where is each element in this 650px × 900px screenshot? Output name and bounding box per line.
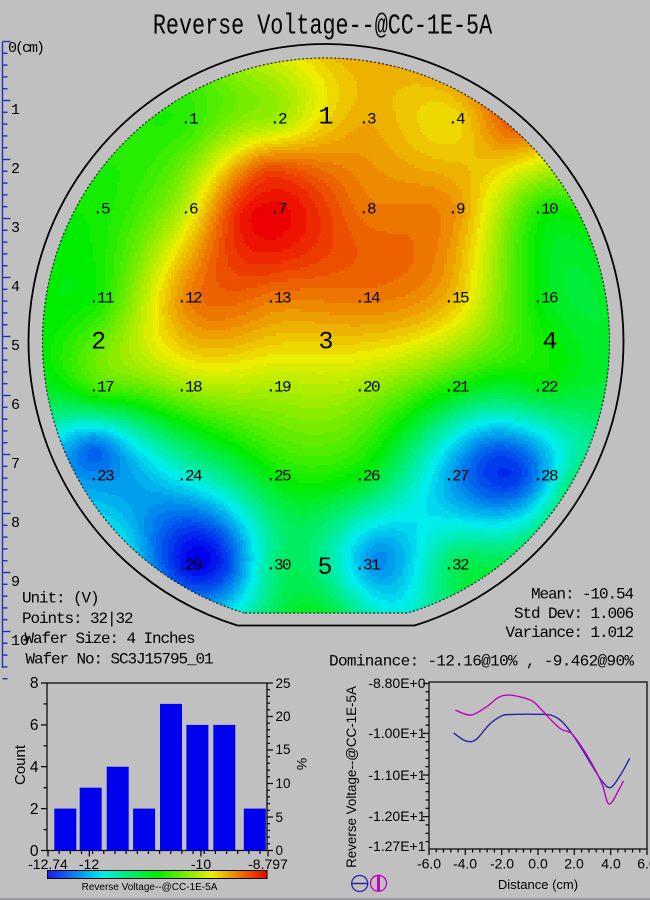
svg-text:2.0: 2.0: [564, 856, 584, 872]
svg-text:.3: .3: [359, 110, 376, 128]
svg-text:-4.0: -4.0: [453, 856, 477, 872]
svg-text:Unit: (V): Unit: (V): [22, 590, 99, 608]
svg-text:5: 5: [276, 810, 284, 825]
svg-text:0: 0: [276, 843, 284, 858]
svg-text:.16: .16: [533, 289, 558, 307]
svg-text:1: 1: [11, 102, 20, 119]
svg-text:.23: .23: [89, 467, 114, 485]
svg-text:.10: .10: [533, 200, 558, 218]
svg-text:Wafer No: SC3J15795_01: Wafer No: SC3J15795_01: [26, 650, 214, 668]
svg-text:2: 2: [30, 801, 39, 818]
svg-text:.18: .18: [177, 378, 202, 396]
svg-text:.5: .5: [93, 200, 110, 218]
svg-text:20: 20: [276, 709, 291, 724]
svg-text:-1.10E+1: -1.10E+1: [368, 767, 425, 783]
svg-text:-1.00E+1: -1.00E+1: [368, 725, 425, 741]
svg-text:0(cm): 0(cm): [8, 40, 43, 57]
svg-text:2: 2: [91, 328, 106, 357]
svg-text:-6.0: -6.0: [417, 856, 441, 872]
svg-text:.30: .30: [266, 556, 291, 574]
svg-text:.31: .31: [355, 556, 380, 574]
svg-text:.24: .24: [177, 467, 202, 485]
svg-text:Reverse Voltage--@CC-1E-5A: Reverse Voltage--@CC-1E-5A: [153, 10, 493, 43]
svg-text:.4: .4: [448, 110, 465, 128]
svg-text:-8.80E+0: -8.80E+0: [368, 675, 425, 691]
svg-text:Mean: -10.54: Mean: -10.54: [531, 586, 634, 604]
svg-text:-1.27E+1: -1.27E+1: [368, 838, 425, 854]
svg-text:-10: -10: [191, 856, 211, 872]
svg-text:10: 10: [276, 776, 291, 791]
svg-text:-8.797: -8.797: [248, 856, 288, 872]
svg-text:.26: .26: [355, 467, 380, 485]
svg-text:Count: Count: [12, 744, 29, 785]
svg-text:.22: .22: [533, 378, 558, 396]
svg-text:7: 7: [11, 456, 20, 473]
svg-text:2: 2: [11, 161, 20, 178]
svg-text:.28: .28: [533, 467, 558, 485]
svg-text:-12.74: -12.74: [28, 856, 68, 872]
svg-text:.20: .20: [355, 378, 380, 396]
svg-text:3: 3: [11, 220, 20, 237]
svg-text:Reverse Voltage--@CC-1E-5A: Reverse Voltage--@CC-1E-5A: [82, 882, 218, 893]
svg-text:.15: .15: [444, 289, 469, 307]
svg-text:10: 10: [11, 633, 29, 650]
svg-text:.13: .13: [266, 289, 291, 307]
svg-text:Dominance: -12.16@10% , -9.462: Dominance: -12.16@10% , -9.462@90%: [329, 653, 634, 671]
svg-text:Std Dev: 1.006: Std Dev: 1.006: [514, 605, 634, 623]
svg-text:25: 25: [276, 676, 291, 691]
svg-text:15: 15: [276, 742, 291, 757]
svg-text:4: 4: [30, 759, 39, 776]
svg-text:4: 4: [11, 279, 20, 296]
svg-text:.7: .7: [270, 200, 287, 218]
svg-text:.14: .14: [355, 289, 380, 307]
svg-text:Reverse Voltage--@CC-1E-5A: Reverse Voltage--@CC-1E-5A: [344, 686, 359, 868]
svg-text:.6: .6: [181, 200, 198, 218]
svg-text:5: 5: [11, 338, 20, 355]
svg-text:.9: .9: [448, 200, 465, 218]
svg-text:0: 0: [30, 843, 39, 860]
svg-text:%: %: [294, 758, 310, 770]
svg-text:.1: .1: [181, 110, 198, 128]
svg-text:4.0: 4.0: [601, 856, 621, 872]
svg-text:.11: .11: [89, 289, 114, 307]
svg-text:.8: .8: [359, 200, 376, 218]
svg-text:Points: 32|32: Points: 32|32: [22, 610, 133, 628]
svg-text:.19: .19: [266, 378, 291, 396]
svg-text:.12: .12: [177, 289, 202, 307]
svg-text:.29: .29: [177, 556, 202, 574]
svg-text:.21: .21: [444, 378, 469, 396]
svg-text:4: 4: [542, 328, 557, 357]
svg-text:8: 8: [11, 515, 20, 532]
svg-text:8: 8: [30, 675, 39, 692]
svg-text:0.0: 0.0: [528, 856, 548, 872]
svg-text:.2: .2: [270, 110, 287, 128]
svg-text:6.0: 6.0: [637, 856, 650, 872]
svg-text:.32: .32: [444, 556, 469, 574]
svg-text:-1.20E+1: -1.20E+1: [368, 808, 425, 824]
svg-text:Variance: 1.012: Variance: 1.012: [505, 624, 633, 642]
svg-text:3: 3: [318, 328, 333, 357]
svg-text:.27: .27: [444, 467, 469, 485]
svg-text:Distance (cm): Distance (cm): [498, 877, 578, 892]
svg-text:1: 1: [318, 103, 333, 132]
svg-text:9: 9: [11, 574, 20, 591]
svg-text:-12: -12: [79, 856, 99, 872]
svg-text:6: 6: [11, 397, 20, 414]
svg-text:6: 6: [30, 717, 39, 734]
svg-text:.25: .25: [266, 467, 291, 485]
svg-text:Wafer Size: 4 Inches: Wafer Size: 4 Inches: [25, 630, 196, 648]
svg-text:-2.0: -2.0: [490, 856, 514, 872]
svg-text:5: 5: [317, 553, 332, 582]
svg-text:.17: .17: [89, 378, 114, 396]
